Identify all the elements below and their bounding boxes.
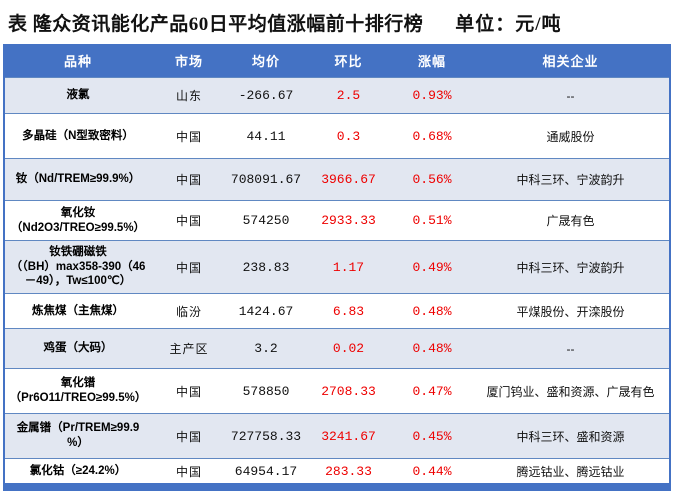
variety-cell: 鸡蛋（大码）: [43, 342, 113, 355]
table-row: 多晶硅（N型致密料） 中国 44.11 0.3 0.68% 通威股份: [5, 113, 669, 158]
market-cell: 主产区: [169, 342, 209, 356]
market-cell: 中国: [175, 214, 202, 228]
table-row: 钕（Nd/TREM≥99.9%） 中国 708091.67 3966.67 0.…: [5, 158, 669, 200]
avg-price-cell: 1424.67: [238, 303, 294, 319]
companies-cell: --: [566, 88, 575, 103]
chain-change-cell: 3241.67: [321, 428, 376, 444]
companies-cell: 腾远钴业、腾远钴业: [516, 464, 625, 479]
unit-label: 单位：元/吨: [455, 13, 562, 35]
avg-price-cell: 64954.17: [234, 463, 298, 479]
table-header-row: 品种 市场 均价 环比 涨幅 相关企业: [5, 44, 669, 77]
market-cell: 中国: [175, 384, 202, 399]
avg-price-cell: 578850: [242, 383, 290, 399]
market-cell: 中国: [175, 173, 202, 187]
variety-cell: 钕（Nd/TREM≥99.9%）: [15, 173, 141, 186]
table-row: 氯化钴（≥24.2%） 中国 64954.17 283.33 0.44% 腾远钴…: [5, 458, 669, 483]
header-chain-change: 环比: [334, 54, 363, 69]
table-row: 钕铁硼磁铁 （（BH）max358-390（46 －49），Tw≤100℃） 中…: [5, 240, 669, 293]
chain-change-cell: 2708.33: [321, 383, 376, 399]
companies-cell: 中科三环、宁波韵升: [516, 173, 625, 187]
variety-cell: 氧化镨 （Pr6O11/TREO≥99.5%）: [9, 377, 147, 404]
companies-cell: --: [566, 341, 575, 356]
gain-cell: 0.44%: [412, 463, 452, 479]
market-cell: 中国: [175, 260, 202, 275]
table-row: 氧化钕 （Nd2O3/TREO≥99.5%） 中国 574250 2933.33…: [5, 200, 669, 240]
header-companies: 相关企业: [542, 54, 599, 69]
gain-cell: 0.93%: [412, 88, 452, 103]
companies-cell: 广晟有色: [546, 214, 595, 228]
next-row-partial-band: [3, 483, 671, 491]
gain-cell: 0.48%: [412, 303, 452, 319]
table-row: 氧化镨 （Pr6O11/TREO≥99.5%） 中国 578850 2708.3…: [5, 368, 669, 413]
market-cell: 中国: [175, 464, 202, 479]
market-cell: 中国: [175, 429, 202, 444]
market-cell: 临汾: [175, 304, 202, 319]
avg-price-cell: -266.67: [238, 88, 294, 103]
variety-cell: 液氯: [66, 89, 90, 102]
chain-change-cell: 2933.33: [321, 213, 376, 228]
header-market: 市场: [174, 54, 203, 69]
data-table: 品种 市场 均价 环比 涨幅 相关企业 液氯 山东 -266.67 2.5 0.…: [3, 44, 671, 483]
gain-cell: 0.68%: [412, 128, 452, 144]
companies-cell: 通威股份: [546, 129, 595, 144]
avg-price-cell: 44.11: [246, 128, 286, 144]
gain-cell: 0.49%: [412, 259, 452, 275]
gain-cell: 0.51%: [412, 213, 452, 228]
chain-change-cell: 3966.67: [321, 172, 376, 187]
chain-change-cell: 2.5: [336, 88, 361, 103]
avg-price-cell: 3.2: [254, 341, 278, 356]
chain-change-cell: 0.3: [336, 128, 361, 144]
avg-price-cell: 708091.67: [230, 172, 302, 187]
header-gain: 涨幅: [417, 54, 446, 69]
companies-cell: 中科三环、盛和资源: [516, 429, 625, 444]
gain-cell: 0.45%: [412, 428, 452, 444]
gain-cell: 0.56%: [412, 172, 452, 187]
variety-cell: 炼焦煤（主焦煤）: [32, 304, 124, 317]
chain-change-cell: 0.02: [332, 341, 365, 356]
avg-price-cell: 574250: [242, 213, 290, 228]
variety-cell: 金属镨（Pr/TREM≥99.9 %）: [16, 422, 140, 449]
companies-cell: 平煤股份、开滦股份: [516, 304, 625, 319]
gain-cell: 0.47%: [412, 383, 452, 399]
variety-cell: 钕铁硼磁铁 （（BH）max358-390（46 －49），Tw≤100℃）: [10, 245, 146, 288]
chain-change-cell: 6.83: [332, 303, 365, 319]
variety-cell: 氧化钕 （Nd2O3/TREO≥99.5%）: [10, 206, 146, 234]
title-bar: 表 隆众资讯能化产品60日平均值涨幅前十排行榜 单位：元/吨: [0, 0, 680, 44]
table-row: 液氯 山东 -266.67 2.5 0.93% --: [5, 77, 669, 113]
chain-change-cell: 1.17: [332, 259, 365, 275]
table-row: 金属镨（Pr/TREM≥99.9 %） 中国 727758.33 3241.67…: [5, 413, 669, 458]
chain-change-cell: 283.33: [325, 463, 372, 479]
header-variety: 品种: [63, 54, 92, 69]
table-row: 鸡蛋（大码） 主产区 3.2 0.02 0.48% --: [5, 328, 669, 368]
table-row: 炼焦煤（主焦煤） 临汾 1424.67 6.83 0.48% 平煤股份、开滦股份: [5, 293, 669, 328]
market-cell: 中国: [175, 129, 202, 144]
companies-cell: 中科三环、宁波韵升: [516, 260, 625, 275]
gain-cell: 0.48%: [412, 341, 452, 356]
variety-cell: 多晶硅（N型致密料）: [22, 129, 134, 142]
header-avg-price: 均价: [251, 54, 280, 69]
market-cell: 山东: [175, 89, 202, 103]
avg-price-cell: 727758.33: [230, 428, 302, 444]
page-title: 表 隆众资讯能化产品60日平均值涨幅前十排行榜: [8, 13, 424, 35]
variety-cell: 氯化钴（≥24.2%）: [29, 464, 127, 477]
companies-cell: 厦门钨业、盛和资源、广晟有色: [486, 384, 655, 399]
avg-price-cell: 238.83: [242, 259, 290, 275]
